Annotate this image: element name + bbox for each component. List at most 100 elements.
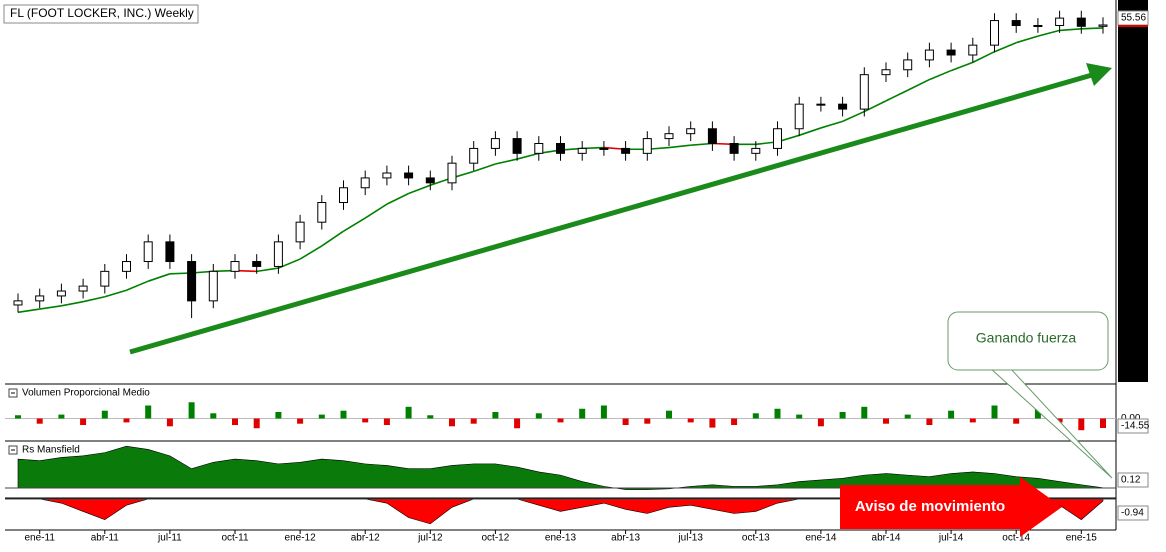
candle-body <box>577 147 587 154</box>
volume-bar <box>188 402 195 419</box>
candle-body <box>273 241 283 267</box>
x-tick-label: jul-13 <box>677 533 703 544</box>
x-tick-label: jul-12 <box>417 533 443 544</box>
candle-body <box>924 49 934 61</box>
candle-body <box>881 69 891 76</box>
moving-average <box>950 61 974 72</box>
volume-bar <box>297 418 304 424</box>
warning-text: Aviso de movimiento <box>855 498 1005 515</box>
moving-average <box>321 230 344 247</box>
candle-body <box>599 147 609 150</box>
moving-average <box>147 273 171 282</box>
moving-average <box>668 144 691 149</box>
moving-average <box>256 267 279 273</box>
moving-average <box>863 100 887 113</box>
volume-bar <box>210 413 217 419</box>
moving-average <box>343 217 366 232</box>
volume-bar <box>644 418 651 424</box>
volume-bar <box>1013 418 1020 424</box>
volume-bar <box>622 418 629 425</box>
volume-bar <box>318 414 325 419</box>
volume-bar <box>1100 418 1106 428</box>
volume-bar <box>383 418 390 425</box>
candle-body <box>1033 24 1043 27</box>
x-tick-label: ene-12 <box>285 533 317 544</box>
moving-average <box>495 158 518 165</box>
volume-bar <box>101 410 108 419</box>
moving-average <box>929 69 952 81</box>
candle-body <box>729 143 739 154</box>
volume-bar <box>15 415 21 419</box>
callout-text: Ganando fuerza <box>976 330 1077 346</box>
volume-bar <box>535 413 542 419</box>
candle-body <box>56 290 66 297</box>
volume-bar <box>514 418 521 429</box>
volume-bar <box>666 410 672 419</box>
moving-average <box>126 280 149 291</box>
x-tick-label: oct-14 <box>1002 533 1030 544</box>
callout-box <box>947 311 1109 371</box>
volume-bar <box>405 406 412 419</box>
volume-bar <box>579 408 586 419</box>
candle-body <box>317 202 327 223</box>
moving-average <box>820 120 843 129</box>
volume-bar <box>275 412 282 419</box>
moving-average <box>386 192 409 205</box>
candle-body <box>512 138 522 154</box>
area <box>17 445 1104 490</box>
candle-body <box>208 270 218 302</box>
volume-bar <box>470 418 477 424</box>
candle-body <box>816 103 826 106</box>
candle-body <box>556 143 565 154</box>
moving-average <box>1059 27 1082 32</box>
volume-bar <box>80 418 87 425</box>
moving-average <box>17 308 40 314</box>
moving-average <box>516 152 540 160</box>
last-value-label: -14.55 <box>1121 421 1150 432</box>
volume-bar <box>969 418 976 423</box>
volume-bar <box>427 415 434 419</box>
volume-bar <box>123 418 130 423</box>
moving-average <box>972 50 995 64</box>
candle-body <box>773 128 782 149</box>
candle-body <box>404 172 414 179</box>
candle-body <box>78 285 88 292</box>
volume-bar <box>36 418 43 424</box>
candle-body <box>664 133 674 140</box>
volume-bar <box>904 414 911 419</box>
volume-bar <box>600 405 607 419</box>
candle-body <box>187 261 197 302</box>
title-box <box>3 4 199 24</box>
volume-bar <box>1056 418 1063 423</box>
moving-average <box>408 184 431 195</box>
volume-bar <box>731 418 738 425</box>
volume-bar <box>362 418 369 423</box>
last-value-label: 55.56 <box>1121 13 1146 24</box>
x-tick-label: ene-15 <box>1066 533 1098 544</box>
last-value-box <box>1117 505 1149 521</box>
x-tick-label: ene-14 <box>805 533 837 544</box>
candle-body <box>751 147 761 154</box>
candle-body <box>1055 17 1065 26</box>
volume-bar <box>492 412 499 419</box>
volume-bar <box>340 410 347 419</box>
candle-body <box>946 49 956 56</box>
last-value-label: 0.12 <box>1121 475 1141 486</box>
candle-body <box>838 103 848 110</box>
candle-body <box>425 177 435 184</box>
volume-bar <box>839 412 846 419</box>
volume-bar <box>774 408 781 419</box>
candle-body <box>1076 17 1086 27</box>
x-tick-label: abr-11 <box>91 533 120 544</box>
panel-title: Rs Mansfield <box>22 445 80 456</box>
moving-average <box>1015 35 1039 44</box>
candle-body <box>642 138 652 154</box>
x-tick-label: abr-12 <box>351 533 380 544</box>
candle-body <box>252 261 262 267</box>
candle-body <box>165 241 175 263</box>
panel-title: Volumen Proporcional Medio <box>22 388 150 399</box>
warning-arrow <box>840 477 1062 537</box>
candle-body <box>469 147 479 164</box>
candle-body <box>621 147 631 154</box>
candle-body <box>339 187 348 204</box>
